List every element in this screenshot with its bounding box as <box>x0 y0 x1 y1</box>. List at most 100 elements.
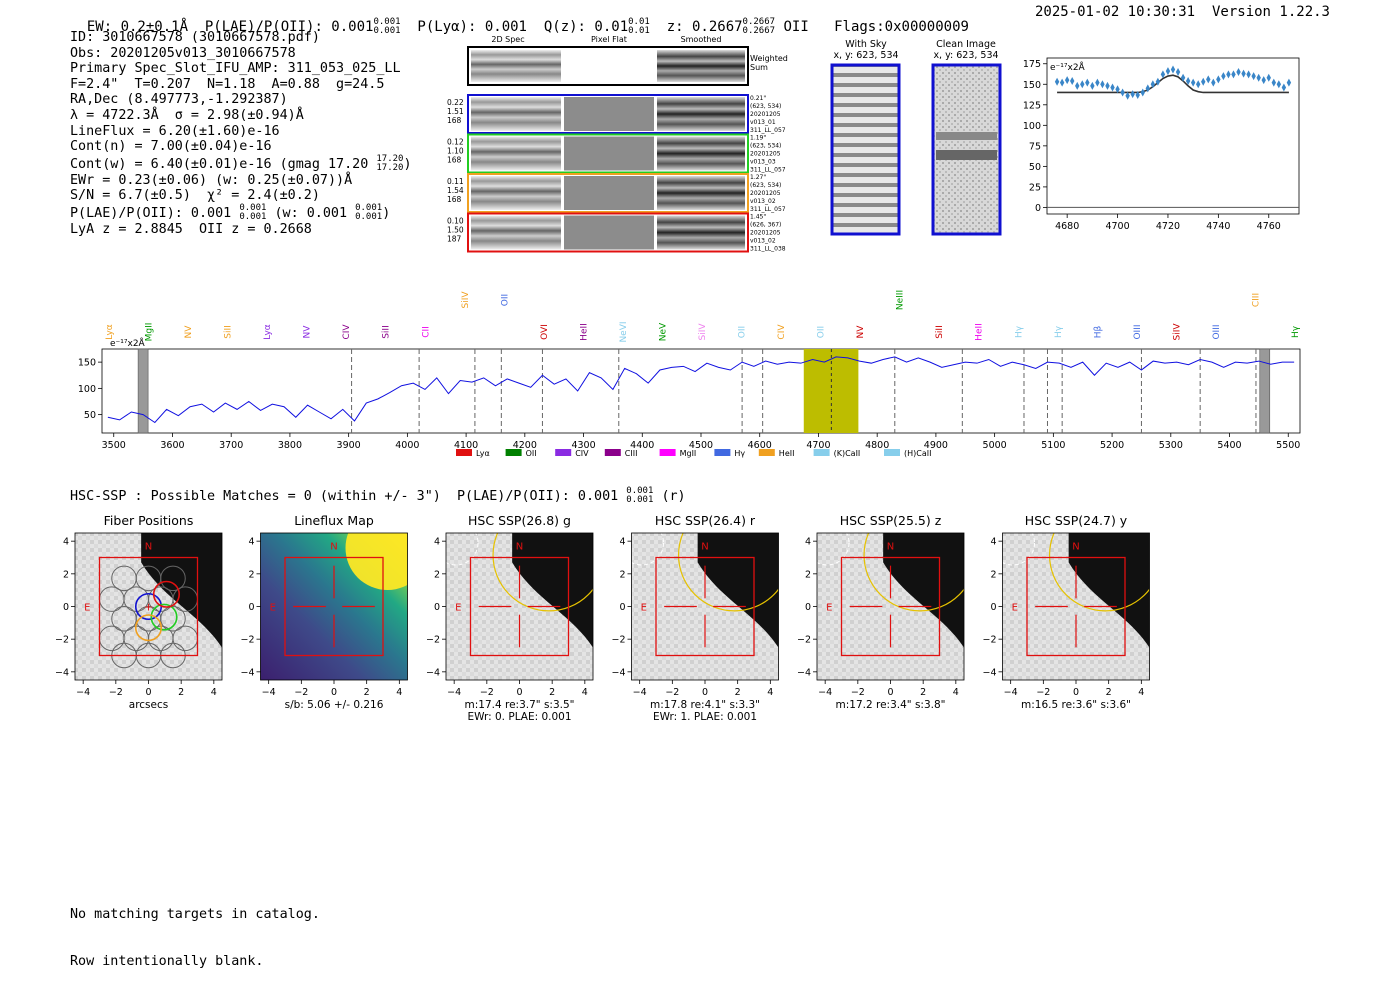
x-tick-label: 4 <box>582 687 588 698</box>
hsc-caption: m:16.5 re:3.6" s:3.6" <box>1021 699 1131 711</box>
spectral-line-label: SiII <box>935 325 945 339</box>
info-id: ID: 3010667578 (3010667578.pdf) <box>70 30 320 45</box>
spectral-line-label: CIV <box>777 324 787 340</box>
info-sn: S/N = 6.7(±0.5) χ² = 2.4(±0.2) <box>70 188 320 204</box>
legend-label: Hγ <box>734 449 745 458</box>
cutout-row-frame <box>467 133 749 174</box>
cutout-left-label: 1.54 <box>447 186 464 195</box>
x-tick-label: 5300 <box>1159 440 1183 451</box>
hsc-title: HSC-SSP : Possible Matches = 0 (within +… <box>70 489 619 504</box>
cutout-right-label: (623, 534) <box>750 182 781 189</box>
data-point <box>1105 81 1110 90</box>
cutout-left-label: 0.12 <box>447 138 464 147</box>
hsc-panel: Fiber Positions + N E −4 −4 −2 −2 0 0 2 2 4 4 arcsecs <box>55 513 223 711</box>
cutout-row-frame <box>467 173 749 213</box>
x-tick-label: 5100 <box>1041 440 1065 451</box>
cutout-pixelflat <box>564 97 654 131</box>
cutout-2dspec <box>471 97 561 131</box>
hsc-title-row: HSC-SSP : Possible Matches = 0 (within +… <box>70 487 686 505</box>
x-tick-label: 3900 <box>337 440 361 451</box>
info-lambda: λ = 4722.3Å σ = 2.98(±0.94)Å <box>70 107 304 123</box>
with-sky-image <box>830 63 901 236</box>
hsc-ellipse <box>1048 533 1150 612</box>
info-lya: LyA z = 2.8845 OII z = 0.2668 <box>70 221 312 237</box>
fit-curve <box>1057 74 1289 94</box>
hsc-panel: HSC SSP(25.5) z N E −4 −4 −2 −2 0 0 2 2 4 4 m:17.2 re… <box>797 513 965 711</box>
qz-sub: 0.01 <box>628 26 650 36</box>
y-tick-label: 0 <box>619 602 625 613</box>
cutout-right-label: v013_02 <box>750 238 776 245</box>
spectral-line-label: SiIV <box>461 291 471 309</box>
full-spectrum-series <box>107 356 1295 424</box>
cutout-right-label: 1.19" <box>750 135 766 142</box>
legend-swatch <box>813 449 830 456</box>
data-point <box>1170 65 1176 74</box>
cutout-right-label: 311_LL_057 <box>750 167 786 174</box>
cutout-right-label: v013_03 <box>750 159 776 166</box>
datetime: 2025-01-02 10:30:31 <box>1034 4 1196 20</box>
hsc-panel-title: HSC SSP(26.8) g <box>468 513 571 528</box>
hsc-panel-title: Fiber Positions <box>104 513 194 528</box>
spectral-line-label: NV <box>184 325 194 339</box>
x-tick-label: −4 <box>818 687 832 698</box>
y-tick-label: 0 <box>63 602 69 613</box>
hsc-panel-image <box>446 533 593 680</box>
spectral-line-label: Hβ <box>1093 325 1103 338</box>
legend-swatch <box>714 449 731 456</box>
col-header-pixelflat: Pixel Flat <box>591 35 627 44</box>
hsc-ellipse <box>863 533 964 612</box>
cutout-panels: 2D Spec Pixel Flat Smoothed Weighted Sum … <box>447 35 1002 253</box>
search-box <box>655 556 755 657</box>
search-box <box>469 556 570 657</box>
y-tick-label: 25 <box>1029 182 1041 193</box>
search-box <box>98 556 199 657</box>
y-tick-label: −2 <box>982 635 996 646</box>
x-tick-label: 5400 <box>1217 440 1241 451</box>
east-label: E <box>641 603 647 614</box>
masked-region <box>137 348 149 434</box>
ew-summary: EW: 0.2±0.1Å <box>86 19 189 35</box>
y-tick-label: −4 <box>982 667 996 678</box>
legend-swatch <box>456 449 472 456</box>
cutout-right-label: 311_LL_057 <box>750 206 786 213</box>
fiber-circle <box>160 565 186 592</box>
fiber-highlight-red <box>152 580 181 608</box>
data-point <box>1231 70 1236 79</box>
legend-label: CIII <box>625 449 638 458</box>
x-tick-label: 0 <box>331 687 337 698</box>
x-tick-label: −2 <box>480 687 494 698</box>
hsc-title-band: (r) <box>661 489 686 504</box>
info-plae-sup: 0.001 <box>239 202 267 213</box>
north-label: N <box>1072 541 1079 552</box>
cutout-left-label: 168 <box>447 195 462 204</box>
legend-swatch <box>505 449 522 456</box>
info-ewr: EWr = 0.23(±0.06) (w: 0.25(±0.07))Å <box>70 172 353 188</box>
y-tick-label: 4 <box>63 537 69 548</box>
y-tick-label: 4 <box>805 537 811 548</box>
x-tick-label: −4 <box>76 687 90 698</box>
x-tick-label: 5000 <box>983 440 1007 451</box>
info-contw: Cont(w) = 6.40(±0.01)e-16 (gmag 17.20 <box>70 156 369 172</box>
legend-swatch <box>884 449 900 456</box>
neighbor-ellipse <box>1002 533 1035 566</box>
neighbor-ellipse <box>817 533 850 566</box>
north-label: N <box>330 541 337 552</box>
spectral-line-label: NeVI <box>619 321 629 342</box>
spectral-line-label: HeII <box>975 323 985 341</box>
info-plae-row: P(LAE)/P(OII): 0.001 0.001 0.001 (w: 0.00… <box>70 202 391 222</box>
full-spectrum-unit: e⁻¹⁷x2Å <box>110 337 146 349</box>
plya-summary: P(Lyα): 0.001 <box>417 19 527 35</box>
footer-line1: No matching targets in catalog. <box>70 907 320 923</box>
y-tick-label: 0 <box>1035 203 1041 214</box>
cutout-left-label: 0.11 <box>447 177 464 186</box>
col-header-smoothed: Smoothed <box>681 35 722 44</box>
x-tick-label: 3500 <box>102 440 126 451</box>
spectral-line-label: Lyα <box>263 324 273 340</box>
x-tick-label: 4500 <box>689 440 713 451</box>
full-spectrum-legend: Lyα OII CIV CIII MgII Hγ HeII (K)CaII (H)CaII <box>456 449 931 458</box>
cutout-left-label: 168 <box>447 156 462 165</box>
cutout-left-label: 0.22 <box>447 98 464 107</box>
y-tick-label: 2 <box>434 569 440 580</box>
x-tick-label: 2 <box>178 687 184 698</box>
spectral-line-label: Hγ <box>1014 325 1024 338</box>
